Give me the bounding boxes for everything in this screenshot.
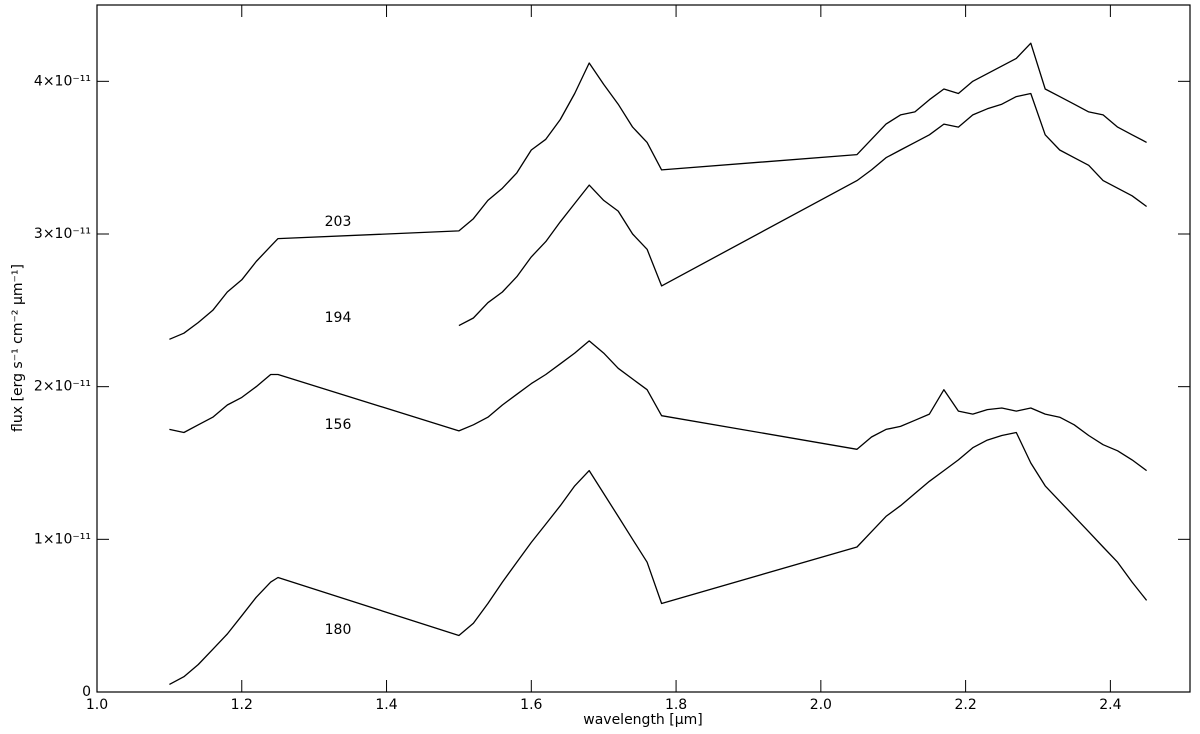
x-tick-label: 1.4 (375, 697, 397, 713)
x-tick-label: 1.6 (520, 697, 542, 713)
x-tick-label: 2.2 (954, 697, 976, 713)
x-tick-label: 1.8 (665, 697, 687, 713)
series-annotation: 156 (325, 417, 352, 433)
y-tick-label: 0 (82, 684, 91, 700)
x-tick-label: 1.2 (231, 697, 253, 713)
x-tick-label: 2.4 (1099, 697, 1121, 713)
x-tick-label: 2.0 (810, 697, 832, 713)
x-axis-label: wavelength [μm] (583, 712, 702, 728)
spectrum-line (458, 92, 1147, 327)
x-tick-label: 1.0 (86, 697, 108, 713)
y-tick-label: 4×10⁻¹¹ (34, 73, 91, 89)
spectrum-line (169, 340, 1147, 472)
spectrum-line (169, 431, 1148, 685)
spectrum-line (169, 42, 1147, 340)
y-axis-label: flux [erg s⁻¹ cm⁻² μm⁻¹] (10, 264, 26, 432)
y-tick-label: 1×10⁻¹¹ (34, 531, 91, 547)
series-annotation: 194 (325, 310, 352, 326)
y-tick-label: 3×10⁻¹¹ (34, 226, 91, 242)
y-tick-label: 2×10⁻¹¹ (34, 379, 91, 395)
series-annotation: 180 (325, 622, 352, 638)
plot-frame (96, 4, 1191, 693)
series-annotation: 203 (325, 214, 352, 230)
